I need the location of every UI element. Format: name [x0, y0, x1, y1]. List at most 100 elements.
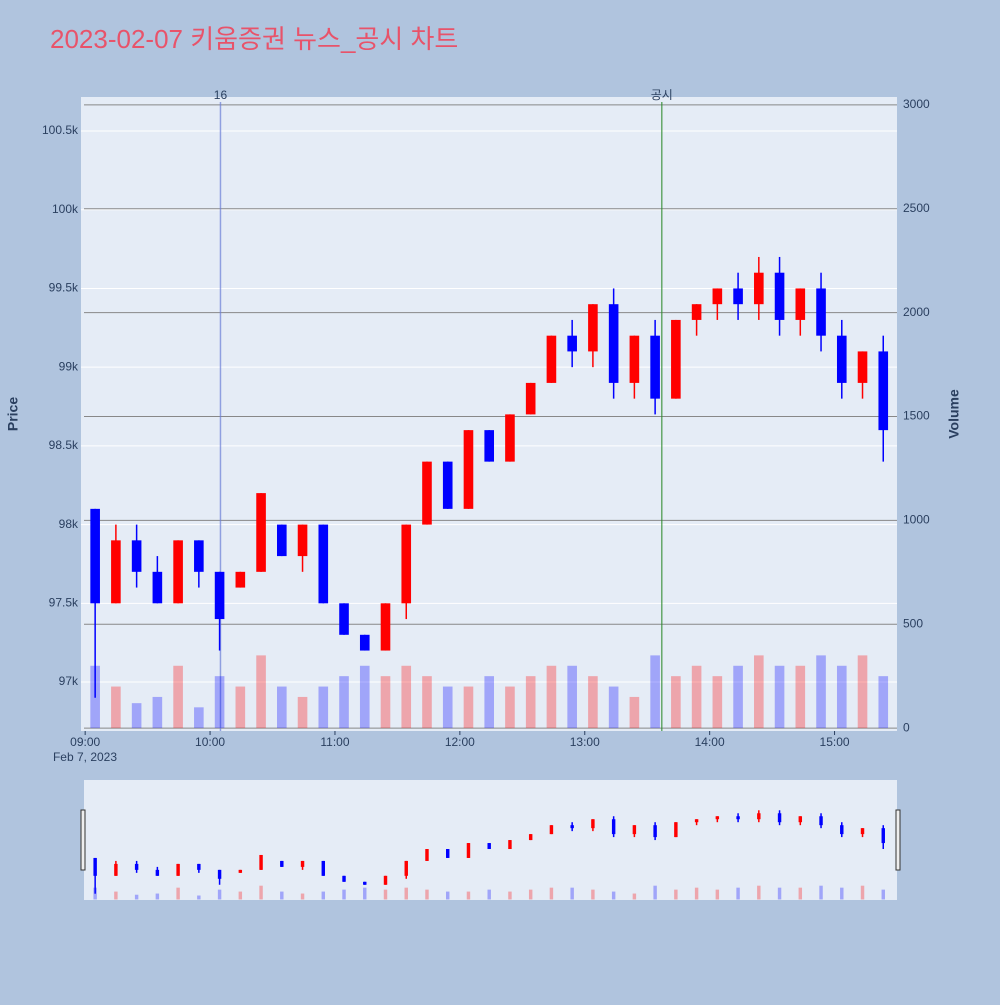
volume-bar: [111, 686, 121, 729]
candle-body: [611, 819, 616, 835]
volume-bar: [733, 665, 743, 729]
candle-body: [173, 540, 183, 604]
candle-body: [422, 461, 432, 525]
range-handle[interactable]: [80, 809, 86, 871]
y-tick-label: 99k: [59, 359, 79, 373]
candle-body: [425, 849, 429, 861]
candle-body: [840, 825, 844, 835]
y2-tick-label: 2500: [903, 201, 930, 215]
volume-bar: [715, 889, 720, 900]
volume-bar: [300, 893, 305, 900]
candle-body: [878, 351, 889, 431]
x-tick-label: 10:00: [195, 735, 225, 749]
candle-body: [93, 857, 97, 876]
candle-body: [217, 869, 222, 879]
volume-bar: [173, 665, 183, 729]
volume-bar: [363, 887, 367, 900]
volume-bar: [134, 894, 139, 900]
volume-bar: [235, 686, 246, 729]
candle-body: [359, 634, 370, 651]
candle-body: [694, 819, 699, 823]
candle-body: [131, 540, 142, 572]
annotation-label: 16: [214, 88, 228, 102]
candle-body: [733, 288, 743, 305]
x-tick-label: 09:00: [70, 735, 100, 749]
volume-bar: [425, 889, 429, 900]
candle-body: [567, 335, 577, 352]
candle-body: [176, 863, 180, 876]
candle-body: [836, 335, 847, 383]
volume-bar: [798, 887, 803, 900]
candle-body: [235, 571, 246, 588]
volume-bar: [736, 887, 740, 900]
volume-bar: [774, 665, 785, 729]
y-tick-label: 97.5k: [49, 595, 79, 609]
candle-body: [259, 854, 263, 870]
candle-body: [715, 816, 720, 820]
volume-bar: [528, 889, 533, 900]
volume-bar: [442, 686, 453, 729]
candle-body: [860, 828, 865, 835]
candle-body: [754, 272, 764, 305]
volume-bar: [860, 885, 865, 900]
candle-body: [795, 288, 806, 320]
candle-body: [111, 540, 121, 604]
candle-body: [383, 875, 388, 885]
y-axis-label: Price: [5, 397, 21, 431]
volume-bar: [238, 891, 243, 900]
candle-body: [588, 304, 598, 352]
candle-body: [442, 461, 453, 509]
volume-bar: [795, 665, 806, 729]
volume-bar: [591, 889, 595, 900]
candle-body: [549, 825, 554, 835]
candle-body: [691, 304, 702, 320]
range-handle[interactable]: [895, 809, 901, 871]
volume-bar: [836, 665, 847, 729]
volume-bar: [197, 895, 201, 900]
candle-body: [280, 860, 284, 867]
candle-body: [300, 860, 305, 867]
volume-bar: [155, 893, 160, 900]
y2-axis-label: Volume: [946, 389, 962, 439]
y2-tick-label: 1500: [903, 409, 930, 423]
plot-area: [81, 97, 897, 731]
volume-bar: [632, 893, 637, 900]
volume-bar: [629, 696, 640, 729]
candle-body: [671, 319, 681, 399]
candle-body: [155, 869, 160, 876]
candle-body: [712, 288, 723, 305]
candle-body: [197, 863, 201, 870]
candle-body: [857, 351, 868, 383]
volume-bar: [653, 885, 657, 900]
volume-bar: [280, 891, 284, 900]
candle-body: [446, 849, 450, 858]
volume-bar: [422, 676, 432, 729]
volume-bar: [546, 665, 557, 729]
volume-bar: [131, 703, 142, 729]
candle-body: [546, 335, 557, 383]
volume-bar: [549, 887, 554, 900]
candle-body: [152, 571, 163, 604]
candle-body: [339, 603, 349, 635]
candle-body: [401, 524, 412, 604]
candle-body: [277, 524, 287, 557]
volume-bar: [463, 686, 474, 729]
volume-bar: [277, 686, 287, 729]
volume-bar: [318, 686, 329, 729]
candle-body: [505, 414, 515, 462]
volume-bar: [712, 676, 723, 729]
volume-bar: [816, 655, 826, 729]
candle-body: [591, 819, 595, 829]
candle-body: [318, 524, 329, 604]
volume-bar: [321, 891, 326, 900]
volume-bar: [214, 676, 225, 729]
volume-bar: [650, 655, 660, 729]
range-slider[interactable]: [84, 780, 897, 900]
candle-body: [114, 863, 118, 876]
volume-bar: [339, 676, 349, 729]
volume-bar: [152, 696, 163, 729]
volume-bar: [508, 891, 512, 900]
volume-bar: [383, 889, 388, 900]
volume-bar: [840, 887, 844, 900]
